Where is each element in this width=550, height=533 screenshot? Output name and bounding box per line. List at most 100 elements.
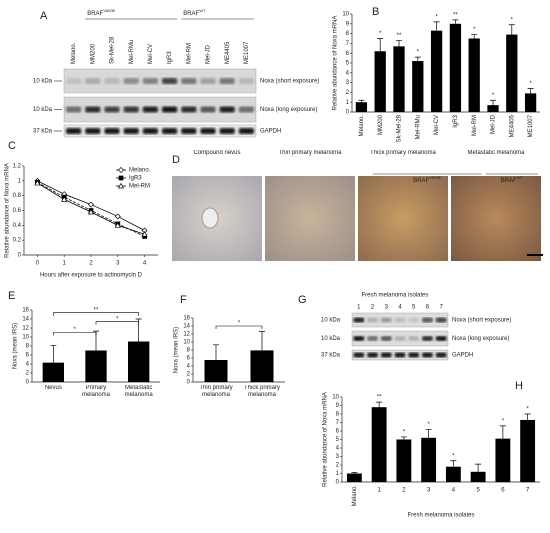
blot-band [162,128,178,134]
error-bar [396,40,402,47]
ihc-image [358,176,448,261]
y-tick-label: 6 [187,356,191,362]
blot-band [394,352,406,358]
lane-label: IgR3 [167,51,173,64]
x-tick-label: Mel-RMu [415,115,421,139]
y-tick-label: 8 [346,31,350,37]
blot-band [85,128,101,134]
x-tick-label: Metastatic melanoma [124,385,153,398]
y-tick-label: 4 [346,70,350,76]
significance: * [379,31,382,37]
y-tick-label: 12 [22,326,29,332]
kda-marker: 10 kDa [33,107,53,113]
lane-label: Melano. [71,42,77,64]
significance: * [427,422,430,428]
significance: ** [397,33,402,39]
error-bar [376,401,383,408]
image-title: Thin primary melanoma [278,150,342,156]
x-tick-label: Primary melanoma [81,385,110,398]
significance-bracket [53,312,139,316]
error-bar [400,436,407,440]
ihc-image [451,176,541,261]
bar [128,341,150,382]
blot-band [219,78,235,84]
group-sup: WT [199,8,206,13]
significance: * [452,453,455,459]
group-name: BRAF [183,11,199,17]
significance-bracket [215,325,263,329]
panel-letter: G [298,294,307,306]
error-bar [414,56,421,62]
bar [204,360,228,382]
error-bar [213,344,219,360]
blot-band [408,336,420,341]
x-tick-label-box: Nevus [45,385,62,391]
y-tick-label: 12 [183,332,190,338]
bar [520,419,536,482]
y-tick-label: 2 [26,371,30,377]
y-tick-label: 6 [336,429,340,435]
x-tick-label-box: Thick primary melanoma [244,385,280,398]
blot-band [367,336,378,341]
significance: * [526,407,529,413]
point [114,213,121,220]
legend-marker [118,167,124,173]
lane-label: Mel-CV [148,44,154,64]
lane-label: 5 [412,305,416,311]
significance: * [492,93,495,99]
y-tick-label: 16 [183,316,190,322]
y-tick-label: 10 [22,335,29,341]
error-bar [471,34,478,39]
x-tick-label: 2 [402,488,406,494]
blot-band [219,128,235,134]
legend-marker [117,182,125,189]
blot-band [142,106,158,113]
x-tick-label: 4 [452,488,456,494]
error-bar [358,99,365,103]
blot-band [85,106,101,113]
x-tick-label: 0 [36,261,40,267]
significance: ** [453,12,458,18]
significance: * [473,27,476,33]
lane-label: ME1007 [244,41,250,64]
y-tick-label: 10 [342,12,349,18]
y-tick-label: 1.2 [13,164,22,170]
blot-band [435,317,447,323]
y-tick-label: 2 [346,90,350,96]
blot-label: Noxa (short exposure) [452,318,511,324]
lane-label: 2 [371,305,375,311]
blot-band [408,317,420,323]
bar [430,30,443,112]
lane-label: MM200 [90,43,96,64]
bar [371,407,387,482]
blot-title: Fresh melanoma isolates [361,293,428,299]
bar [506,34,518,112]
bar [487,105,499,112]
y-tick-label: 0 [336,480,340,486]
group-label: BRAFWT [183,8,206,17]
significance: * [403,430,406,436]
point [88,201,94,208]
lane-label: 1 [357,305,361,311]
x-tick-label: 3 [116,261,120,267]
y-tick-label: 7 [346,41,350,47]
significance: * [435,14,438,20]
y-tick-label: 9 [346,21,350,27]
x-tick-label: IgR3 [453,114,459,127]
error-bar [351,472,358,474]
blot-band [380,352,392,358]
significance: * [238,321,241,327]
x-tick-label-box: Metastatic melanoma [124,385,153,398]
error-bar [527,88,534,94]
blot-band [142,128,158,134]
x-tick-label: 2 [89,261,93,267]
blot-band [238,78,254,84]
blot-band [142,78,158,84]
bar [449,23,462,112]
legend-marker [118,175,124,181]
y-tick-label: 7 [336,420,340,426]
blot-band [104,78,120,84]
y-tick-label: 16 [22,308,29,314]
point [34,179,41,186]
blot-band [66,106,82,113]
